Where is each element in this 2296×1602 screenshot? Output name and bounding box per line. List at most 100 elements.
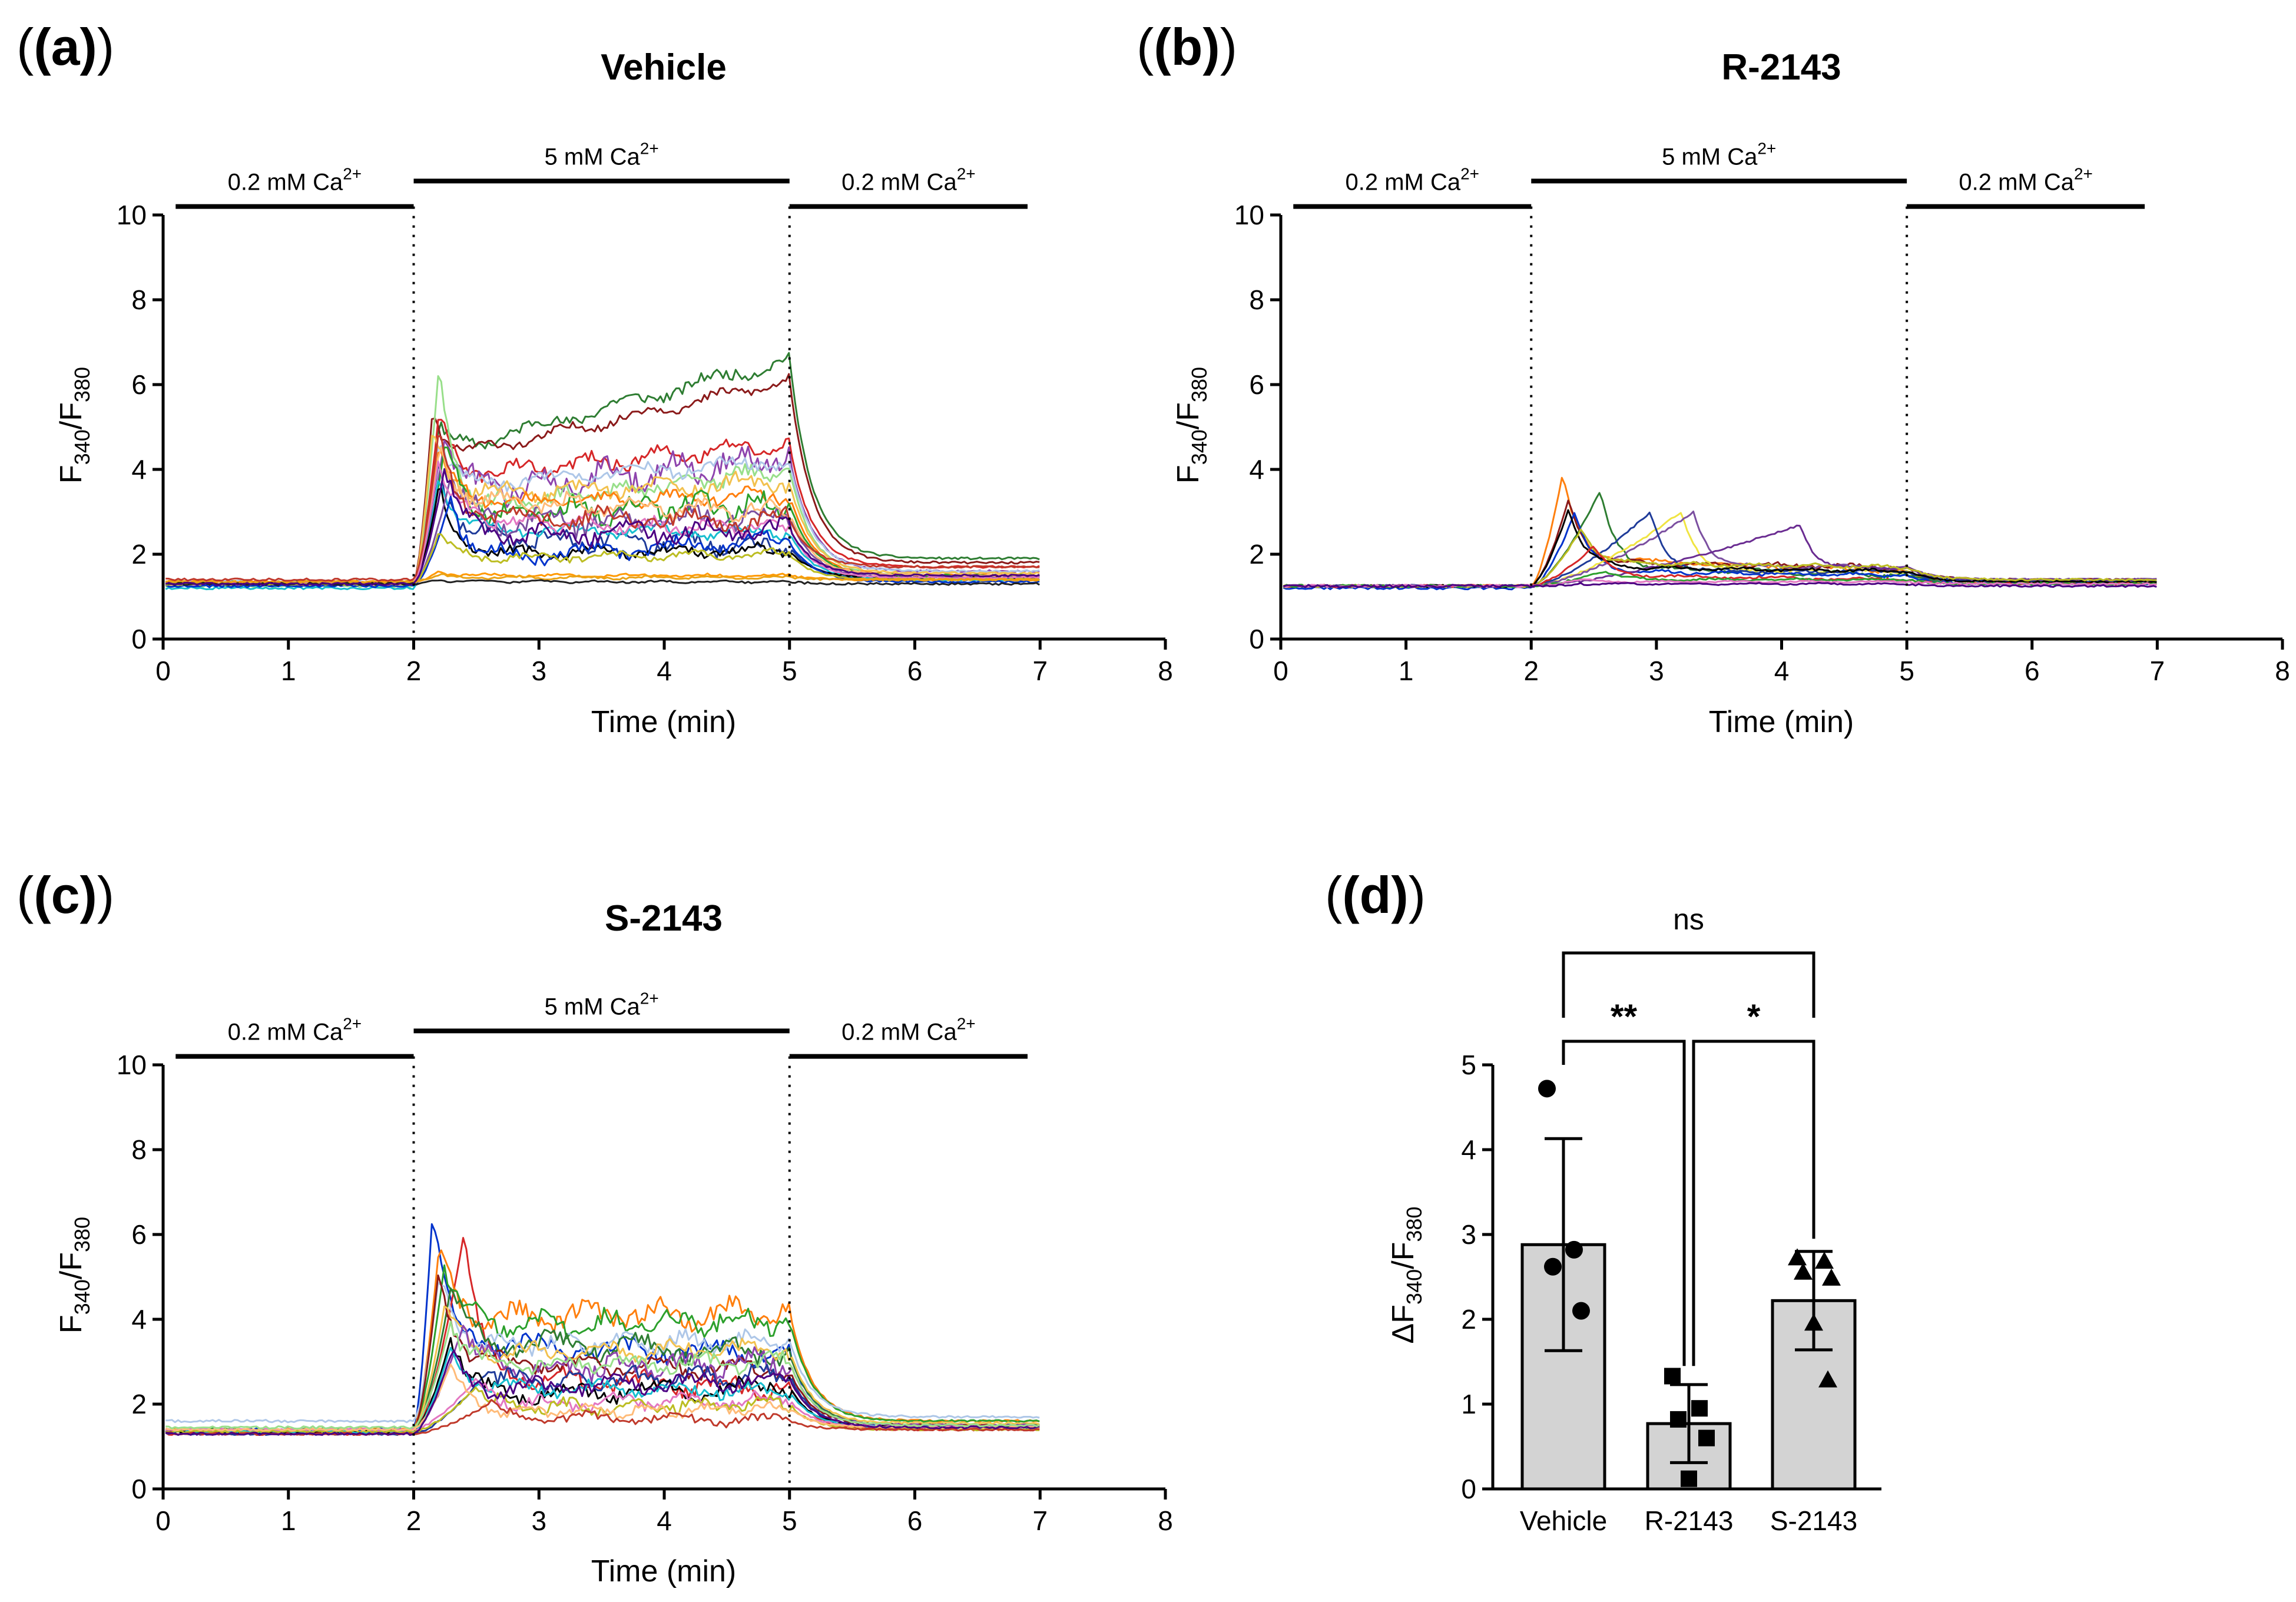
x-tick-label: 3 [531, 656, 546, 686]
trace-line [165, 1349, 1040, 1436]
trace-line [165, 451, 1040, 586]
panel-c-letter-text: (c) [34, 866, 97, 924]
panel-d-ylabel-sub1: 340 [1402, 1269, 1426, 1305]
condition-label-superscript: 2+ [957, 1015, 976, 1033]
panel-a-axes: 0 1 2 3 4 5 6 7 8 0 2 4 6 8 10 [117, 200, 1173, 686]
significance-label: ns [1673, 903, 1704, 936]
panel-b-ylabel-slash: /F [1171, 402, 1205, 429]
data-point [1788, 1248, 1807, 1266]
x-tick-label: 8 [1158, 656, 1173, 686]
data-point [1794, 1262, 1813, 1280]
panel-b-ylabel-sub2: 380 [1187, 367, 1211, 402]
data-point [1815, 1252, 1834, 1269]
y-tick-label: 1 [1461, 1389, 1476, 1419]
y-tick-label: 5 [1461, 1050, 1476, 1080]
y-tick-label: 2 [1461, 1304, 1476, 1335]
y-tick-label: 10 [117, 200, 147, 230]
x-tick-label: 4 [657, 1505, 672, 1536]
data-point [1691, 1400, 1708, 1417]
panel-b: ((b)) R-2143 0.2 mM Ca2+5 mM Ca2+0.2 mM … [1137, 18, 2290, 739]
trace-line [165, 1320, 1040, 1430]
panel-b-title: R-2143 [1721, 47, 1841, 88]
condition-label-superscript: 2+ [343, 165, 362, 183]
condition-label: 5 mM Ca2+ [545, 989, 659, 1020]
condition-label: 0.2 mM Ca2+ [228, 1015, 362, 1045]
condition-label: 0.2 mM Ca2+ [841, 165, 976, 196]
x-tick-label: 2 [406, 656, 422, 686]
panel-a: ((a)) Vehicle 0.2 mM Ca2+5 mM Ca2+0.2 mM… [16, 18, 1173, 739]
trace-line [165, 446, 1040, 587]
y-tick-label: 4 [131, 454, 147, 485]
panel-a-title: Vehicle [601, 47, 727, 88]
y-tick-label: 3 [1461, 1219, 1476, 1250]
trace-line [165, 468, 1040, 586]
y-tick-label: 8 [131, 284, 147, 315]
panel-d-ylabel-slash: /F [1386, 1242, 1420, 1269]
trace-line [165, 1399, 1040, 1436]
y-tick-label: 4 [131, 1304, 147, 1335]
trace-line [165, 579, 1040, 586]
panel-a-traces [165, 352, 1040, 591]
y-tick-label: 2 [131, 539, 147, 570]
condition-label: 0.2 mM Ca2+ [1959, 165, 2093, 196]
panel-d-bars [1520, 1080, 1857, 1491]
condition-label-text: 5 mM Ca [545, 144, 641, 170]
significance-bracket [1562, 1040, 1686, 1366]
category-label: Vehicle [1520, 1505, 1607, 1536]
condition-label-superscript: 2+ [1460, 165, 1479, 183]
x-tick-label: 5 [1899, 656, 1914, 686]
x-tick-label: 6 [907, 656, 923, 686]
trace-line [165, 1249, 1040, 1432]
panel-c: ((c)) S-2143 0.2 mM Ca2+5 mM Ca2+0.2 mM … [16, 866, 1173, 1588]
condition-label-text: 0.2 mM Ca [228, 1020, 343, 1045]
panel-c-axes: 0 1 2 3 4 5 6 7 8 0 2 4 6 8 10 [117, 1050, 1173, 1536]
data-point [1565, 1240, 1583, 1259]
data-point [1681, 1470, 1697, 1487]
panel-a-ylabel-sub1: 340 [70, 429, 94, 465]
trace-line [165, 1282, 1040, 1424]
category-label: R-2143 [1645, 1505, 1734, 1536]
panel-b-letter: ((b)) [1137, 18, 1237, 76]
y-tick-label: 0 [1249, 624, 1264, 654]
y-tick-label: 4 [1461, 1134, 1476, 1165]
x-tick-label: 4 [657, 656, 672, 686]
y-tick-label: 8 [131, 1134, 147, 1165]
panel-a-ylabel-slash: /F [54, 402, 88, 429]
x-tick-label: 7 [1032, 656, 1048, 686]
x-tick-label: 5 [782, 656, 797, 686]
condition-label-superscript: 2+ [640, 989, 659, 1007]
condition-label: 0.2 mM Ca2+ [841, 1015, 976, 1045]
x-tick-label: 1 [281, 656, 296, 686]
condition-label-superscript: 2+ [640, 139, 659, 157]
panel-a-letter-text: (a) [34, 18, 97, 76]
x-tick-label: 2 [1523, 656, 1539, 686]
panel-d-letter: ((d)) [1325, 866, 1426, 924]
trace-line [1283, 510, 2157, 588]
x-tick-label: 6 [2025, 656, 2040, 686]
x-tick-label: 1 [281, 1505, 296, 1536]
condition-label-text: 5 mM Ca [545, 994, 641, 1020]
panel-c-ylabel-slash: /F [54, 1252, 88, 1279]
data-point [1572, 1302, 1590, 1320]
panel-a-letter: ((a)) [16, 18, 114, 76]
y-tick-label: 6 [131, 1219, 147, 1250]
condition-label: 5 mM Ca2+ [545, 139, 659, 170]
panel-b-ylabel-sub1: 340 [1187, 429, 1211, 465]
y-tick-label: 6 [1249, 369, 1264, 400]
y-tick-label: 10 [117, 1050, 147, 1080]
trace-line [165, 1237, 1040, 1436]
trace-line [165, 495, 1040, 588]
panel-c-ylabel-sub2: 380 [70, 1217, 94, 1252]
x-tick-label: 8 [1158, 1505, 1173, 1536]
significance-bracket [1692, 1040, 1815, 1366]
trace-line [1283, 581, 2157, 588]
condition-label-text: 5 mM Ca [1662, 144, 1758, 170]
data-point [1670, 1411, 1687, 1428]
y-tick-label: 10 [1234, 200, 1264, 230]
data-point [1664, 1368, 1681, 1385]
data-point [1804, 1313, 1823, 1331]
panel-c-letter: ((c)) [16, 866, 114, 924]
x-tick-label: 8 [2275, 656, 2290, 686]
panel-c-xlabel: Time (min) [591, 1554, 737, 1588]
